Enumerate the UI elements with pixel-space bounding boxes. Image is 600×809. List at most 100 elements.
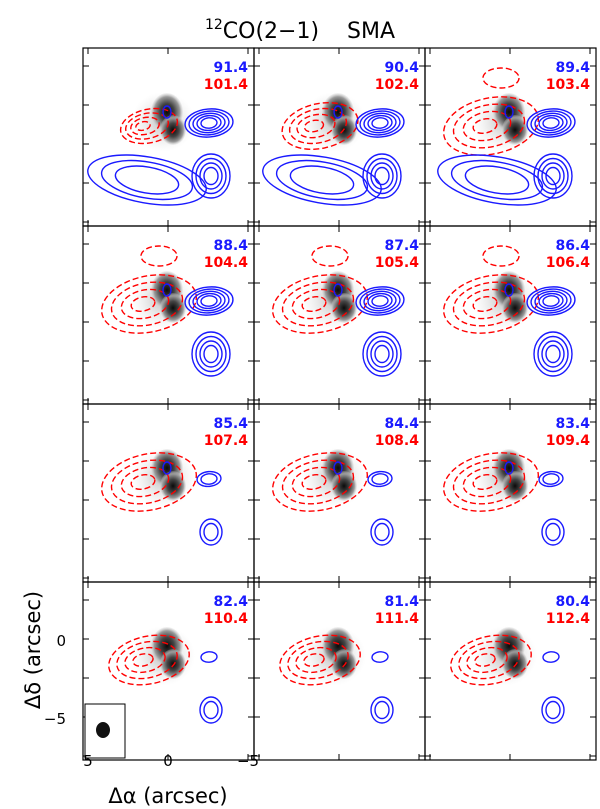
red-contour bbox=[452, 459, 526, 505]
blue-contour bbox=[538, 470, 564, 488]
blue-contour bbox=[184, 286, 234, 316]
blue-contour bbox=[542, 295, 560, 307]
blue-velocity-label: 83.4 bbox=[555, 416, 590, 432]
title-superscript: 12 bbox=[205, 17, 223, 33]
red-velocity-label: 103.4 bbox=[546, 77, 591, 93]
red-contour bbox=[110, 459, 184, 505]
red-contour bbox=[116, 640, 178, 680]
red-contour bbox=[120, 288, 170, 320]
red-contour bbox=[296, 113, 336, 139]
red-contour bbox=[472, 474, 498, 490]
red-velocity-label: 109.4 bbox=[546, 433, 591, 449]
blue-contour bbox=[195, 335, 227, 373]
blue-contour bbox=[533, 153, 573, 199]
red-contour bbox=[125, 112, 169, 140]
blue-contour bbox=[200, 651, 218, 663]
x-axis-label: Δα (arcsec) bbox=[108, 784, 227, 808]
blue-contour bbox=[114, 165, 180, 195]
blue-contour bbox=[542, 473, 560, 485]
blue-contour bbox=[545, 166, 561, 186]
red-contour bbox=[291, 466, 341, 498]
blue-contour bbox=[359, 288, 401, 314]
red-contour bbox=[287, 640, 349, 680]
red-contour bbox=[140, 245, 178, 267]
figure-title: 12CO(2−1) SMA bbox=[205, 17, 395, 44]
red-velocity-label: 111.4 bbox=[375, 611, 420, 627]
continuum-core-south bbox=[502, 293, 528, 323]
continuum-core-south bbox=[502, 471, 528, 501]
blue-contour bbox=[184, 108, 234, 138]
blue-contour bbox=[541, 518, 565, 546]
blue-contour bbox=[196, 114, 222, 132]
y-tick-label-0: 0 bbox=[56, 632, 66, 650]
blue-contour bbox=[359, 110, 401, 136]
continuum-core-south bbox=[160, 471, 186, 501]
red-contour bbox=[291, 288, 341, 320]
blue-contour bbox=[362, 153, 402, 199]
blue-velocity-label: 89.4 bbox=[555, 60, 590, 76]
continuum-core-south bbox=[160, 115, 186, 145]
red-contour bbox=[458, 640, 520, 680]
x-tick-label-minus5: −5 bbox=[237, 752, 259, 770]
blue-contour bbox=[200, 117, 218, 129]
blue-contour bbox=[545, 700, 561, 720]
red-contour bbox=[452, 281, 526, 327]
red-contour bbox=[132, 653, 154, 667]
blue-contour bbox=[374, 166, 390, 186]
blue-velocity-label: 91.4 bbox=[213, 60, 248, 76]
blue-contour bbox=[162, 105, 172, 119]
blue-contour bbox=[530, 288, 572, 314]
blue-contour bbox=[363, 112, 397, 134]
red-contour bbox=[135, 120, 151, 132]
blue-velocity-label: 80.4 bbox=[555, 594, 590, 610]
blue-contour bbox=[541, 162, 565, 190]
red-contour bbox=[442, 452, 540, 512]
blue-contour bbox=[504, 105, 514, 119]
blue-contour bbox=[366, 157, 398, 195]
red-contour bbox=[301, 296, 327, 312]
red-contour bbox=[472, 118, 498, 134]
title-molecule: CO(2−1) bbox=[223, 19, 319, 44]
blue-velocity-label: 87.4 bbox=[384, 238, 419, 254]
blue-contour bbox=[199, 162, 223, 190]
blue-contour bbox=[542, 117, 560, 129]
blue-contour bbox=[362, 331, 402, 377]
blue-contour bbox=[526, 108, 576, 138]
continuum-core-south bbox=[331, 293, 357, 323]
red-contour bbox=[108, 634, 190, 686]
blue-contour bbox=[437, 154, 557, 206]
blue-contour bbox=[374, 344, 390, 364]
blue-contour bbox=[545, 344, 561, 364]
continuum-core-south bbox=[331, 471, 357, 501]
blue-contour bbox=[192, 112, 226, 134]
blue-contour bbox=[191, 153, 231, 199]
red-contour bbox=[311, 245, 349, 267]
blue-contour bbox=[542, 651, 560, 663]
blue-contour bbox=[541, 340, 565, 368]
blue-contour bbox=[371, 473, 389, 485]
blue-contour bbox=[289, 165, 355, 195]
blue-contour bbox=[203, 344, 219, 364]
red-velocity-label: 102.4 bbox=[375, 77, 420, 93]
blue-contour bbox=[162, 283, 172, 297]
y-tick-label-minus5: −5 bbox=[44, 710, 66, 728]
title-instrument: SMA bbox=[347, 19, 395, 44]
blue-contour bbox=[199, 696, 223, 724]
red-contour bbox=[462, 110, 512, 142]
blue-contour bbox=[195, 157, 227, 195]
red-contour bbox=[281, 459, 355, 505]
blue-contour bbox=[534, 112, 568, 134]
blue-contour bbox=[504, 461, 514, 475]
red-velocity-label: 106.4 bbox=[546, 255, 591, 271]
red-contour bbox=[119, 107, 179, 145]
blue-velocity-label: 86.4 bbox=[555, 238, 590, 254]
